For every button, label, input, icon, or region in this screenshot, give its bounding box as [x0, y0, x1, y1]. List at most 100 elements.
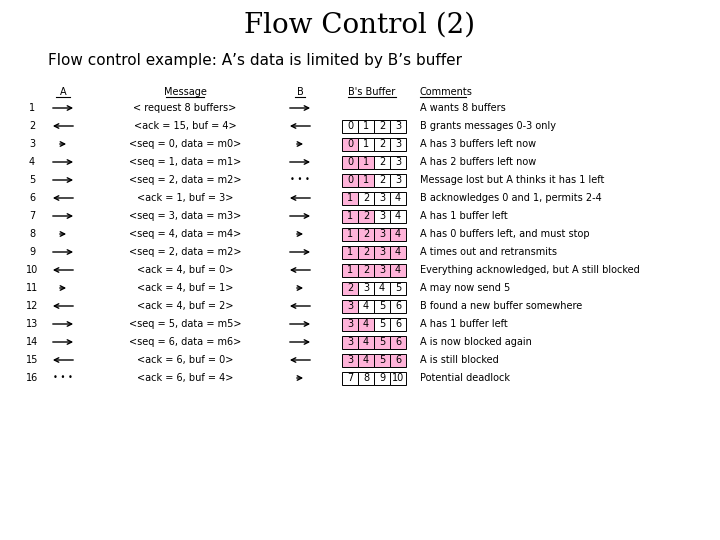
Bar	[390, 227, 406, 240]
Bar	[390, 300, 406, 313]
Text: 4: 4	[395, 265, 401, 275]
Bar	[374, 372, 390, 384]
Text: 2: 2	[363, 247, 369, 257]
Text: 5: 5	[379, 337, 385, 347]
Text: A has 0 buffers left, and must stop: A has 0 buffers left, and must stop	[420, 229, 590, 239]
Bar	[342, 227, 358, 240]
Text: 3: 3	[379, 229, 385, 239]
Text: 1: 1	[347, 211, 353, 221]
Text: 5: 5	[395, 283, 401, 293]
Text: 2: 2	[379, 157, 385, 167]
Text: <seq = 0, data = m0>: <seq = 0, data = m0>	[129, 139, 241, 149]
Text: 14: 14	[26, 337, 38, 347]
Text: A has 2 buffers left now: A has 2 buffers left now	[420, 157, 536, 167]
Text: 6: 6	[395, 355, 401, 365]
Bar	[358, 192, 374, 205]
Bar	[374, 156, 390, 168]
Text: A has 1 buffer left: A has 1 buffer left	[420, 211, 508, 221]
Text: 1: 1	[347, 247, 353, 257]
Bar	[342, 246, 358, 259]
Text: 3: 3	[347, 337, 353, 347]
Text: 6: 6	[29, 193, 35, 203]
Text: 3: 3	[347, 301, 353, 311]
Text: 16: 16	[26, 373, 38, 383]
Text: <seq = 2, data = m2>: <seq = 2, data = m2>	[129, 247, 241, 257]
Bar	[342, 335, 358, 348]
Bar	[358, 318, 374, 330]
Text: 1: 1	[347, 265, 353, 275]
Bar	[390, 173, 406, 186]
Bar	[390, 281, 406, 294]
Bar	[390, 372, 406, 384]
Text: Comments: Comments	[420, 87, 473, 97]
Bar	[374, 246, 390, 259]
Bar	[342, 354, 358, 367]
Text: 8: 8	[29, 229, 35, 239]
Text: 3: 3	[395, 121, 401, 131]
Text: 0: 0	[347, 157, 353, 167]
Text: 1: 1	[363, 139, 369, 149]
Bar	[374, 335, 390, 348]
Text: A is still blocked: A is still blocked	[420, 355, 499, 365]
Text: <ack = 1, buf = 3>: <ack = 1, buf = 3>	[137, 193, 233, 203]
Text: 7: 7	[347, 373, 353, 383]
Text: <ack = 6, buf = 0>: <ack = 6, buf = 0>	[137, 355, 233, 365]
Text: <ack = 4, buf = 0>: <ack = 4, buf = 0>	[137, 265, 233, 275]
Bar	[358, 246, 374, 259]
Bar	[342, 156, 358, 168]
Text: 3: 3	[395, 157, 401, 167]
Text: 1: 1	[347, 229, 353, 239]
Text: <seq = 5, data = m5>: <seq = 5, data = m5>	[129, 319, 241, 329]
Text: • • •: • • •	[290, 176, 310, 185]
Text: 2: 2	[347, 283, 353, 293]
Text: B found a new buffer somewhere: B found a new buffer somewhere	[420, 301, 582, 311]
Text: 1: 1	[29, 103, 35, 113]
Text: 4: 4	[395, 247, 401, 257]
Bar	[390, 192, 406, 205]
Text: 4: 4	[363, 319, 369, 329]
Bar	[342, 264, 358, 276]
Text: • • •: • • •	[53, 374, 73, 382]
Text: 7: 7	[29, 211, 35, 221]
Bar	[342, 192, 358, 205]
Text: 13: 13	[26, 319, 38, 329]
Bar	[390, 210, 406, 222]
Text: <seq = 2, data = m2>: <seq = 2, data = m2>	[129, 175, 241, 185]
Text: 6: 6	[395, 319, 401, 329]
Text: 3: 3	[395, 175, 401, 185]
Text: <ack = 15, buf = 4>: <ack = 15, buf = 4>	[134, 121, 236, 131]
Text: 5: 5	[379, 301, 385, 311]
Text: Everything acknowledged, but A still blocked: Everything acknowledged, but A still blo…	[420, 265, 640, 275]
Bar	[374, 119, 390, 132]
Bar	[390, 138, 406, 151]
Bar	[390, 318, 406, 330]
Text: 11: 11	[26, 283, 38, 293]
Text: <seq = 3, data = m3>: <seq = 3, data = m3>	[129, 211, 241, 221]
Text: 3: 3	[379, 193, 385, 203]
Bar	[358, 227, 374, 240]
Text: 12: 12	[26, 301, 38, 311]
Bar	[374, 173, 390, 186]
Bar	[342, 281, 358, 294]
Bar	[374, 354, 390, 367]
Text: 3: 3	[347, 355, 353, 365]
Bar	[342, 372, 358, 384]
Bar	[358, 300, 374, 313]
Bar	[374, 227, 390, 240]
Text: A has 3 buffers left now: A has 3 buffers left now	[420, 139, 536, 149]
Bar	[342, 138, 358, 151]
Text: B grants messages 0-3 only: B grants messages 0-3 only	[420, 121, 556, 131]
Text: 3: 3	[395, 139, 401, 149]
Text: 6: 6	[395, 337, 401, 347]
Text: 8: 8	[363, 373, 369, 383]
Text: 0: 0	[347, 175, 353, 185]
Text: 4: 4	[363, 337, 369, 347]
Text: 3: 3	[363, 283, 369, 293]
Bar	[358, 138, 374, 151]
Text: 5: 5	[29, 175, 35, 185]
Text: A times out and retransmits: A times out and retransmits	[420, 247, 557, 257]
Text: 1: 1	[347, 193, 353, 203]
Text: B's Buffer: B's Buffer	[348, 87, 395, 97]
Text: 4: 4	[363, 355, 369, 365]
Text: 1: 1	[363, 175, 369, 185]
